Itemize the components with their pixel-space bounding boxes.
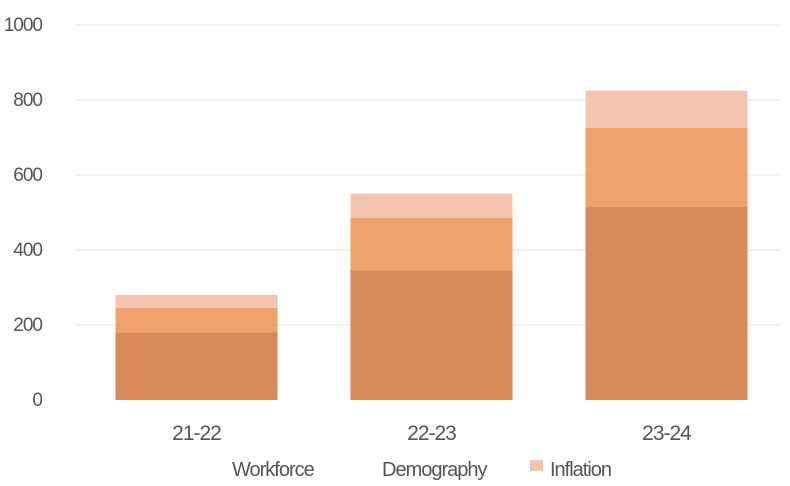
y-axis: 0 200 400 600 800 1000 <box>4 15 44 411</box>
y-tick-label: 0 <box>32 390 42 411</box>
bar-workforce-21-22 <box>115 332 278 400</box>
x-tick-label: 22-23 <box>407 422 456 445</box>
legend: Workforce Demography Inflation <box>232 459 612 481</box>
y-tick-label: 800 <box>13 90 42 111</box>
y-tick-label: 400 <box>13 240 42 261</box>
legend-label-inflation: Inflation <box>550 459 611 481</box>
y-tick-label: 600 <box>13 165 42 186</box>
bar-workforce-22-23 <box>350 270 513 400</box>
x-tick-label: 23-24 <box>642 422 692 445</box>
bar-workforce-23-24 <box>585 206 748 400</box>
y-tick-label: 1000 <box>4 15 43 36</box>
x-tick-label: 21-22 <box>172 422 221 445</box>
legend-label-demography: Demography <box>382 459 488 481</box>
x-axis: 21-22 22-23 23-24 <box>172 422 693 445</box>
legend-label-workforce: Workforce <box>232 459 315 481</box>
bars <box>115 90 748 400</box>
legend-swatch-inflation <box>530 460 543 471</box>
y-tick-label: 200 <box>13 315 42 336</box>
